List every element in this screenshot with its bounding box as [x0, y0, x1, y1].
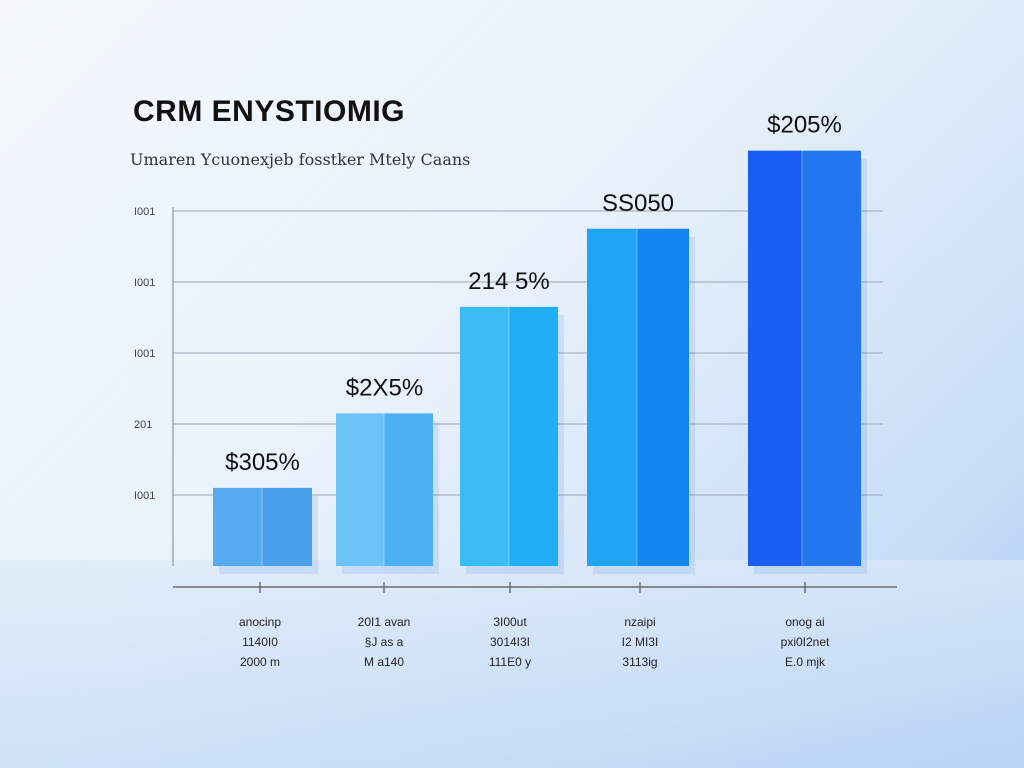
- x-tick-label: 1140I0: [242, 635, 278, 649]
- bar-left-face: [460, 306, 509, 566]
- y-tick-label: I001: [134, 206, 155, 218]
- bar-right-face: [637, 228, 689, 566]
- x-tick-label: I2 MI3I: [622, 635, 659, 649]
- bar: [213, 487, 318, 574]
- bar-right-face: [509, 306, 558, 566]
- x-tick-label: nzaipi: [624, 615, 655, 629]
- bar: [336, 413, 439, 574]
- bar-right-face: [802, 150, 861, 566]
- chart-subtitle: Umaren Ycuonexjeb fosstker Mtely Caans: [130, 150, 471, 169]
- x-tick-label: anocinp: [239, 615, 281, 629]
- x-tick-label: 20I1 avan: [358, 615, 411, 629]
- chart-floor: [0, 560, 1024, 768]
- x-tick-label: E.0 mjk: [785, 655, 826, 669]
- data-label: $2X5%: [346, 374, 423, 401]
- x-tick-label: 3I00ut: [493, 615, 527, 629]
- y-tick-label: I001: [134, 277, 155, 289]
- data-label: 214 5%: [468, 268, 549, 295]
- x-tick-label: 111E0 y: [489, 655, 531, 669]
- x-tick-label: 3113ig: [622, 655, 657, 669]
- data-label: $205%: [767, 112, 842, 139]
- bar: [748, 150, 867, 574]
- x-tick-label: 3014I3I: [490, 635, 530, 649]
- bar-left-face: [748, 150, 802, 566]
- y-tick-label: 201: [134, 419, 152, 431]
- data-label: $305%: [225, 449, 300, 476]
- data-label: SS050: [602, 190, 674, 217]
- bar: [460, 306, 564, 574]
- chart-title: CRM ENYSTIOMIG: [133, 95, 406, 128]
- bar-left-face: [213, 487, 262, 566]
- bar-left-face: [336, 413, 384, 566]
- bar-left-face: [587, 228, 637, 566]
- bar-right-face: [262, 487, 312, 566]
- x-tick-label: 2000 m: [240, 655, 280, 669]
- bar: [587, 228, 695, 574]
- y-tick-label: I001: [134, 348, 155, 360]
- x-tick-label: M a140: [364, 655, 404, 669]
- y-tick-label: I001: [134, 490, 155, 502]
- x-tick-label: onog ai: [785, 615, 824, 629]
- bar-right-face: [384, 413, 433, 566]
- x-tick-label: pxi0I2net: [781, 635, 830, 649]
- x-tick-label: §J as a: [365, 635, 404, 649]
